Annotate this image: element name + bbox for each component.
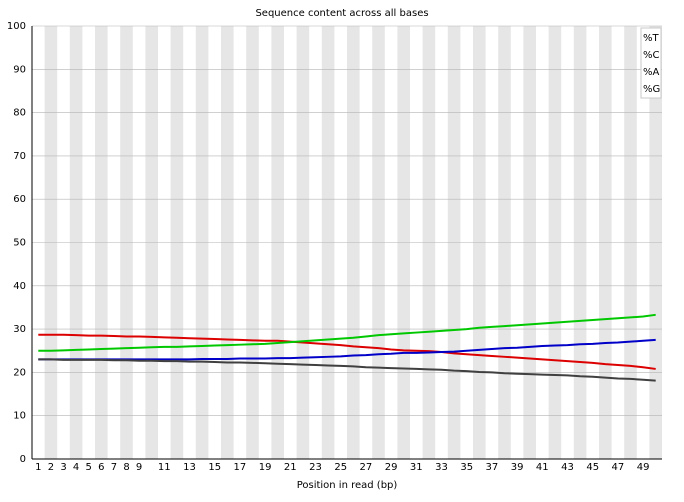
x-tick-label: 17 (234, 462, 247, 473)
y-tick-label: 60 (13, 194, 26, 205)
legend-box (640, 27, 662, 99)
x-tick-label: 49 (637, 462, 650, 473)
x-tick-label: 31 (410, 462, 423, 473)
y-tick-label: 80 (13, 108, 26, 119)
series-line (38, 313, 656, 352)
x-tick-label: 23 (309, 462, 322, 473)
y-tick-label: 30 (13, 324, 26, 335)
x-tick-label: 1 (35, 462, 41, 473)
series-line (38, 358, 656, 382)
x-tick-label: 15 (208, 462, 221, 473)
x-tick-label: 47 (612, 462, 625, 473)
x-tick-label: 29 (385, 462, 398, 473)
x-tick-label: 5 (86, 462, 92, 473)
legend-entry: %G (643, 84, 660, 95)
x-tick-label: 45 (586, 462, 599, 473)
x-axis-label: Position in read (bp) (297, 480, 398, 491)
x-tick-label: 21 (284, 462, 297, 473)
x-tick-label: 2 (48, 462, 54, 473)
x-tick-label: 9 (136, 462, 142, 473)
legend-entry: %A (643, 67, 660, 78)
x-tick-label: 27 (360, 462, 373, 473)
legend-entry: %C (643, 50, 660, 61)
x-tick-label: 33 (435, 462, 448, 473)
x-tick-label: 19 (259, 462, 272, 473)
y-tick-label: 100 (7, 21, 26, 32)
x-tick-label: 3 (60, 462, 66, 473)
series-line (38, 338, 656, 361)
x-tick-label: 35 (460, 462, 473, 473)
x-tick-label: 13 (183, 462, 196, 473)
y-tick-label: 10 (13, 411, 26, 422)
legend-entry: %T (643, 33, 660, 44)
x-tick-label: 6 (98, 462, 104, 473)
y-tick-label: 0 (20, 454, 26, 465)
y-tick-label: 70 (13, 151, 26, 162)
series-line (38, 333, 656, 370)
y-tick-label: 40 (13, 281, 26, 292)
x-tick-label: 8 (123, 462, 129, 473)
y-tick-label: 20 (13, 367, 26, 378)
x-tick-label: 43 (561, 462, 574, 473)
x-tick-label: 39 (511, 462, 524, 473)
x-tick-label: 25 (334, 462, 347, 473)
x-tick-label: 4 (73, 462, 79, 473)
x-tick-label: 11 (158, 462, 171, 473)
chart-title: Sequence content across all bases (255, 8, 428, 19)
x-tick-label: 7 (111, 462, 117, 473)
x-tick-label: 41 (536, 462, 549, 473)
x-tick-label: 37 (486, 462, 499, 473)
y-tick-label: 90 (13, 64, 26, 75)
y-tick-label: 50 (13, 238, 26, 249)
